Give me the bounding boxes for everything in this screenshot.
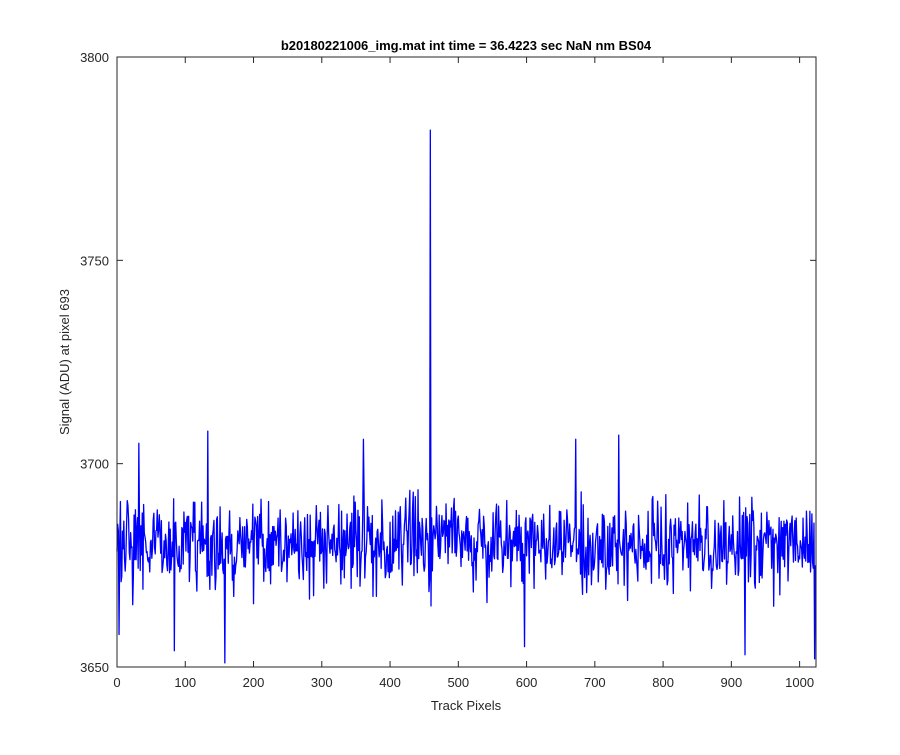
y-tick-label-3700: 3700 <box>80 457 109 472</box>
x-tick-label-400: 400 <box>379 675 401 690</box>
x-axis-label: Track Pixels <box>431 698 502 713</box>
x-tick-label-300: 300 <box>311 675 333 690</box>
series-line-0 <box>116 129 816 664</box>
axes-box <box>116 56 817 668</box>
x-tick-label-200: 200 <box>243 675 265 690</box>
y-tick-label-3650: 3650 <box>80 660 109 675</box>
plot-area: 0 100 200 300 400 500 600 700 800 900 1000 3650 3700… <box>80 50 817 690</box>
x-tick-label-100: 100 <box>174 675 196 690</box>
x-tick-label-500: 500 <box>447 675 469 690</box>
x-tick-label-900: 900 <box>721 675 743 690</box>
x-tick-label-0: 0 <box>113 675 120 690</box>
y-axis-label: Signal (ADU) at pixel 693 <box>57 289 72 435</box>
y-tick-label-3750: 3750 <box>80 253 109 268</box>
y-tick-label-3800: 3800 <box>80 50 109 65</box>
x-tick-label-800: 800 <box>652 675 674 690</box>
chart-title: b20180221006_img.mat int time = 36.4223 … <box>281 38 652 53</box>
x-tick-label-1000: 1000 <box>785 675 814 690</box>
x-tick-label-700: 700 <box>584 675 606 690</box>
x-tick-label-600: 600 <box>516 675 538 690</box>
